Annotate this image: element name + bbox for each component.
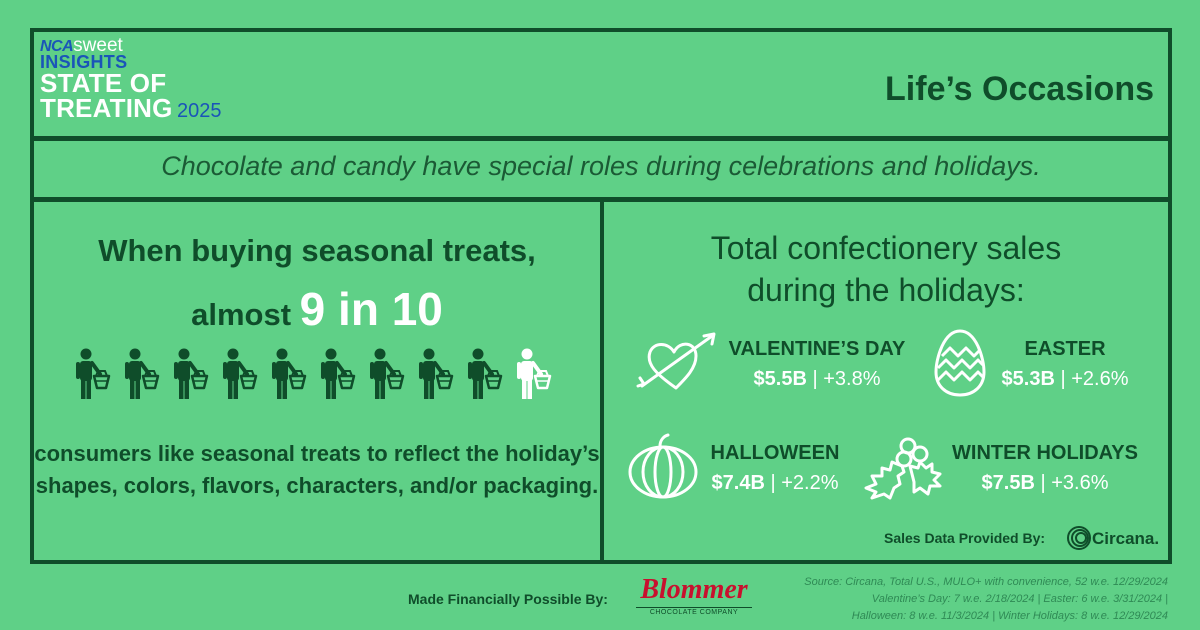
blommer-sub: CHOCOLATE COMPANY [636, 607, 752, 616]
holiday-name-winter: WINTER HOLIDAYS [952, 442, 1138, 464]
subtitle: Chocolate and candy have special roles d… [161, 151, 1041, 181]
holiday-value-easter: $5.3B | +2.6% [990, 368, 1140, 391]
left-heading-line1: When buying seasonal treats, [98, 233, 536, 268]
circana-logo-icon [1067, 526, 1091, 550]
made-possible-label: Made Financially Possible By: [408, 591, 608, 607]
person-filled-icon [174, 348, 209, 399]
page-title: Life’s Occasions [885, 70, 1154, 108]
easter-change: +2.6% [1071, 368, 1129, 390]
person-filled-icon [125, 348, 160, 399]
valentines-change: +3.8% [823, 368, 881, 390]
heart-arrow-icon [636, 332, 716, 390]
easter-egg-icon [934, 329, 986, 397]
blommer-name: Blommer [640, 574, 748, 605]
pumpkin-icon [628, 433, 698, 499]
holiday-name-halloween: HALLOWEEN [710, 442, 840, 464]
consumers-text: consumers like seasonal treats to reflec… [34, 441, 600, 498]
person-filled-icon [321, 348, 356, 399]
logo-sweet: sweet [73, 35, 123, 56]
halloween-amount: $7.4B [711, 472, 765, 494]
sales-data-provided-label: Sales Data Provided By: [884, 530, 1046, 546]
logo-insights: INSIGHTS [40, 52, 128, 72]
winter-change: +3.6% [1051, 472, 1109, 494]
source-line-2: Valentine’s Day: 7 w.e. 2/18/2024 | East… [871, 593, 1168, 606]
holiday-value-winter: $7.5B | +3.6% [944, 472, 1146, 495]
holiday-name-valentines: VALENTINE’S DAY [728, 338, 906, 360]
source-line-1: Source: Circana, Total U.S., MULO+ with … [804, 576, 1168, 588]
holly-icon [864, 437, 942, 500]
right-panel [600, 198, 1172, 564]
holiday-value-halloween: $7.4B | +2.2% [700, 472, 850, 495]
winter-amount: $7.5B [981, 472, 1035, 494]
person-filled-icon [419, 348, 454, 399]
people-pictogram [74, 348, 552, 400]
halloween-separator: | [770, 472, 776, 494]
left-heading: When buying seasonal treats, almost 9 in… [30, 228, 604, 344]
person-filled-icon [468, 348, 503, 399]
nca-logo: NCAsweet INSIGHTS STATE OF TREATING 2025 [40, 36, 222, 121]
person-filled-icon [370, 348, 405, 399]
person-filled-icon [223, 348, 258, 399]
holiday-value-valentines: $5.5B | +3.8% [722, 368, 912, 391]
left-heading-prefix: almost [191, 296, 292, 332]
valentines-amount: $5.5B [753, 368, 807, 390]
source-notes: Source: Circana, Total U.S., MULO+ with … [804, 574, 1168, 625]
easter-separator: | [1060, 368, 1066, 390]
logo-line1: STATE OF [40, 68, 167, 98]
logo-line2: TREATING [40, 92, 173, 123]
blommer-logo: Blommer CHOCOLATE COMPANY [636, 576, 752, 616]
person-empty-icon [517, 348, 552, 399]
holiday-name-easter: EASTER [1024, 338, 1106, 360]
easter-amount: $5.3B [1001, 368, 1055, 390]
right-heading: Total confectionery sales during the hol… [600, 228, 1172, 311]
left-heading-big: 9 in 10 [299, 282, 443, 335]
halloween-change: +2.2% [781, 472, 839, 494]
source-line-3: Halloween: 8 w.e. 11/3/2024 | Winter Hol… [851, 610, 1168, 623]
person-filled-icon [76, 348, 111, 399]
right-heading-line1: Total confectionery sales [710, 230, 1062, 266]
circana-logo-text: Circana. [1092, 529, 1160, 548]
valentines-separator: | [812, 368, 818, 390]
winter-separator: | [1040, 472, 1046, 494]
logo-year: 2025 [177, 99, 222, 122]
logo-nca: NCA [40, 38, 74, 55]
person-filled-icon [272, 348, 307, 399]
right-heading-line2: during the holidays: [747, 271, 1025, 308]
